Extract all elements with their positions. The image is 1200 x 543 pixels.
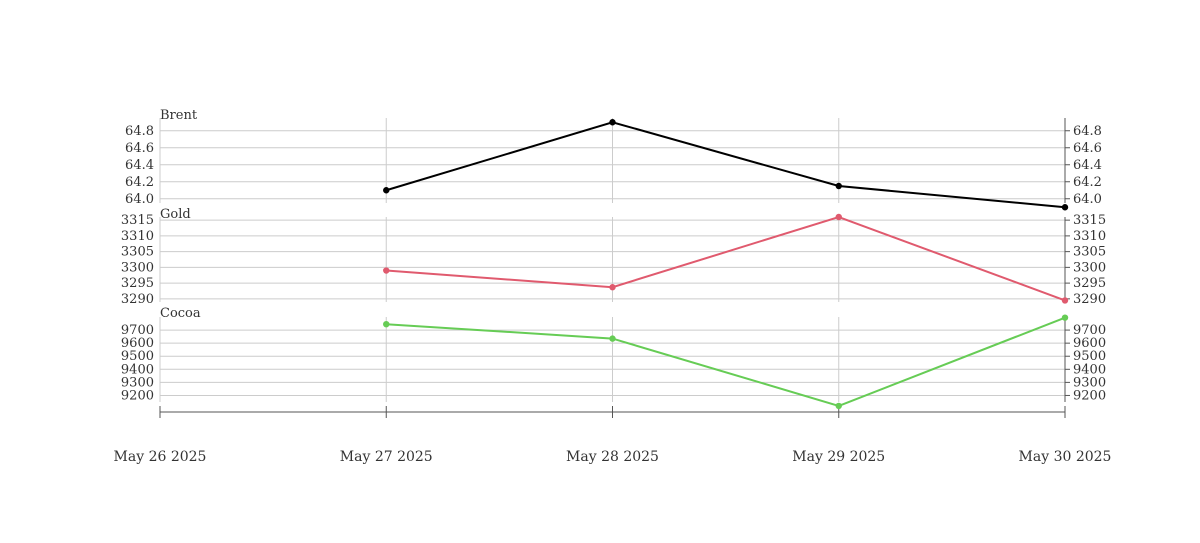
y-tick-label-right-cocoa-3: 9500 bbox=[1073, 349, 1106, 364]
panel-title-brent: Brent bbox=[160, 108, 198, 123]
y-tick-label-left-brent-3: 64.6 bbox=[125, 141, 154, 156]
data-point-brent-3 bbox=[1061, 204, 1069, 211]
y-tick-label-right-gold-1: 3295 bbox=[1073, 276, 1106, 291]
x-tick-label-1: May 27 2025 bbox=[340, 449, 433, 465]
data-point-brent-2 bbox=[835, 182, 842, 190]
y-tick-label-left-gold-1: 3295 bbox=[121, 276, 154, 291]
grid-layer bbox=[159, 118, 1066, 402]
y-tick-label-left-cocoa-0: 9200 bbox=[121, 388, 154, 403]
y-tick-label-left-brent-2: 64.4 bbox=[125, 158, 154, 173]
panel-title-gold: Gold bbox=[160, 207, 191, 222]
series-layer bbox=[383, 119, 1069, 410]
data-point-cocoa-0 bbox=[383, 320, 390, 328]
y-tick-label-right-brent-3: 64.6 bbox=[1073, 141, 1102, 156]
y-tick-label-right-cocoa-4: 9600 bbox=[1073, 336, 1106, 351]
y-tick-label-right-gold-4: 3310 bbox=[1073, 229, 1106, 244]
y-tick-label-right-cocoa-0: 9200 bbox=[1073, 388, 1106, 403]
data-point-gold-2 bbox=[835, 213, 842, 221]
y-tick-label-right-gold-0: 3290 bbox=[1073, 292, 1106, 307]
y-tick-label-left-cocoa-2: 9400 bbox=[121, 362, 154, 377]
y-tick-label-left-gold-0: 3290 bbox=[121, 292, 154, 307]
y-tick-label-left-gold-3: 3305 bbox=[121, 245, 154, 260]
y-tick-label-right-brent-0: 64.0 bbox=[1073, 192, 1102, 207]
y-tick-label-right-cocoa-2: 9400 bbox=[1073, 362, 1106, 377]
y-tick-label-left-cocoa-4: 9600 bbox=[121, 336, 154, 351]
y-tick-label-right-gold-5: 3315 bbox=[1073, 213, 1106, 228]
y-tick-label-left-cocoa-1: 9300 bbox=[121, 375, 154, 390]
y-tick-label-right-brent-2: 64.4 bbox=[1073, 158, 1102, 173]
y-tick-label-right-brent-4: 64.8 bbox=[1073, 124, 1102, 139]
series-line-gold bbox=[386, 215, 1066, 302]
y-tick-label-left-cocoa-3: 9500 bbox=[121, 349, 154, 364]
data-point-gold-1 bbox=[609, 284, 616, 291]
y-tick-label-left-gold-2: 3300 bbox=[121, 260, 154, 275]
axis-layer: 64.0 64.0 64.2 64.2 64.4 64.4 64.6 64.6 64.8 64.8… bbox=[114, 108, 1112, 465]
x-tick-label-4: May 30 2025 bbox=[1019, 449, 1112, 465]
series-line-brent bbox=[385, 121, 1066, 209]
y-tick-label-left-gold-4: 3310 bbox=[121, 229, 154, 244]
x-tick-label-0: May 26 2025 bbox=[114, 449, 207, 465]
y-tick-label-left-brent-0: 64.0 bbox=[125, 192, 154, 207]
data-point-cocoa-2 bbox=[835, 402, 842, 410]
y-tick-label-right-cocoa-5: 9700 bbox=[1073, 323, 1106, 338]
data-point-brent-1 bbox=[609, 119, 616, 126]
data-point-gold-3 bbox=[1061, 297, 1069, 304]
y-tick-label-left-brent-1: 64.2 bbox=[125, 175, 154, 190]
series-line-cocoa bbox=[386, 316, 1066, 407]
panel-title-cocoa: Cocoa bbox=[160, 306, 201, 321]
y-tick-label-right-brent-1: 64.2 bbox=[1073, 175, 1102, 190]
y-tick-label-left-brent-4: 64.8 bbox=[125, 124, 154, 139]
y-tick-label-left-cocoa-5: 9700 bbox=[121, 323, 154, 338]
data-point-brent-0 bbox=[383, 187, 390, 194]
data-point-gold-0 bbox=[383, 267, 390, 274]
data-point-cocoa-3 bbox=[1061, 314, 1069, 321]
y-tick-label-right-gold-2: 3300 bbox=[1073, 260, 1106, 275]
x-tick-label-2: May 28 2025 bbox=[566, 449, 659, 465]
x-tick-label-3: May 29 2025 bbox=[792, 449, 885, 465]
data-point-cocoa-1 bbox=[609, 335, 616, 342]
y-tick-label-right-cocoa-1: 9300 bbox=[1073, 375, 1106, 390]
y-tick-label-right-gold-3: 3305 bbox=[1073, 245, 1106, 260]
y-tick-label-left-gold-5: 3315 bbox=[121, 213, 154, 228]
